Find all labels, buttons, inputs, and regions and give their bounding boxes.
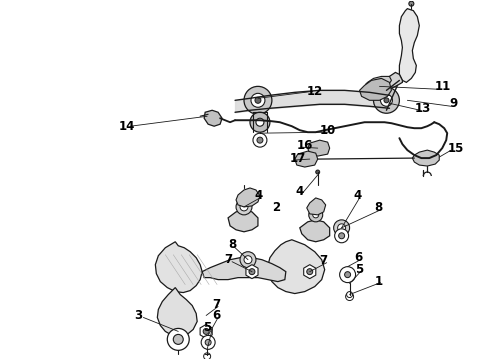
Polygon shape	[300, 220, 330, 242]
Polygon shape	[236, 188, 260, 207]
Polygon shape	[228, 210, 258, 232]
Polygon shape	[246, 265, 258, 279]
Circle shape	[201, 336, 215, 349]
Polygon shape	[413, 150, 439, 166]
Circle shape	[249, 269, 255, 275]
Text: 9: 9	[449, 97, 458, 110]
Polygon shape	[204, 110, 222, 126]
Text: 7: 7	[212, 298, 220, 311]
Circle shape	[204, 353, 211, 360]
Circle shape	[409, 1, 414, 6]
Circle shape	[256, 118, 264, 126]
Text: 1: 1	[374, 275, 383, 288]
Text: 5: 5	[203, 321, 211, 334]
Text: 6: 6	[212, 309, 220, 322]
Polygon shape	[268, 240, 325, 293]
Circle shape	[373, 87, 399, 113]
Circle shape	[253, 133, 267, 147]
Text: 13: 13	[415, 102, 431, 115]
Circle shape	[340, 267, 356, 283]
Polygon shape	[295, 151, 318, 167]
Circle shape	[339, 233, 344, 239]
Polygon shape	[308, 140, 330, 156]
Circle shape	[240, 252, 256, 268]
Circle shape	[338, 224, 345, 232]
Text: 7: 7	[319, 254, 328, 267]
Circle shape	[236, 199, 252, 215]
Text: 7: 7	[224, 253, 232, 266]
Text: 4: 4	[296, 185, 304, 198]
Polygon shape	[155, 242, 202, 293]
Circle shape	[244, 86, 272, 114]
Circle shape	[251, 93, 265, 107]
Circle shape	[344, 272, 350, 278]
Text: 14: 14	[119, 120, 135, 133]
Circle shape	[240, 203, 248, 211]
Text: 6: 6	[355, 251, 363, 264]
Circle shape	[250, 112, 270, 132]
Circle shape	[384, 98, 389, 103]
Polygon shape	[360, 78, 392, 100]
Text: 15: 15	[447, 141, 464, 155]
Text: 4: 4	[254, 189, 262, 202]
Circle shape	[335, 229, 348, 243]
Polygon shape	[399, 9, 419, 82]
Text: 3: 3	[134, 309, 143, 322]
Text: 17: 17	[290, 152, 306, 165]
Text: 12: 12	[307, 85, 323, 98]
Circle shape	[244, 256, 252, 264]
Circle shape	[313, 212, 318, 218]
Circle shape	[255, 97, 261, 103]
Circle shape	[205, 339, 211, 345]
Polygon shape	[307, 198, 326, 215]
Circle shape	[316, 170, 319, 174]
Circle shape	[309, 208, 323, 222]
Circle shape	[203, 328, 209, 334]
Circle shape	[173, 334, 183, 345]
Text: 16: 16	[297, 139, 313, 152]
Polygon shape	[157, 288, 197, 336]
Polygon shape	[200, 324, 212, 338]
Polygon shape	[304, 265, 316, 279]
Text: 11: 11	[434, 80, 450, 93]
Circle shape	[307, 269, 313, 275]
Text: 5: 5	[355, 263, 363, 276]
Circle shape	[257, 137, 263, 143]
Text: 4: 4	[354, 189, 362, 202]
Text: 8: 8	[374, 201, 383, 215]
Polygon shape	[202, 258, 286, 282]
Text: 10: 10	[319, 124, 336, 137]
Text: 8: 8	[228, 238, 236, 251]
Circle shape	[167, 328, 189, 350]
Circle shape	[380, 94, 392, 106]
Circle shape	[346, 292, 353, 298]
Polygon shape	[366, 76, 392, 88]
Circle shape	[345, 293, 354, 301]
Circle shape	[334, 220, 349, 236]
Text: 2: 2	[272, 201, 280, 215]
Polygon shape	[383, 72, 402, 89]
